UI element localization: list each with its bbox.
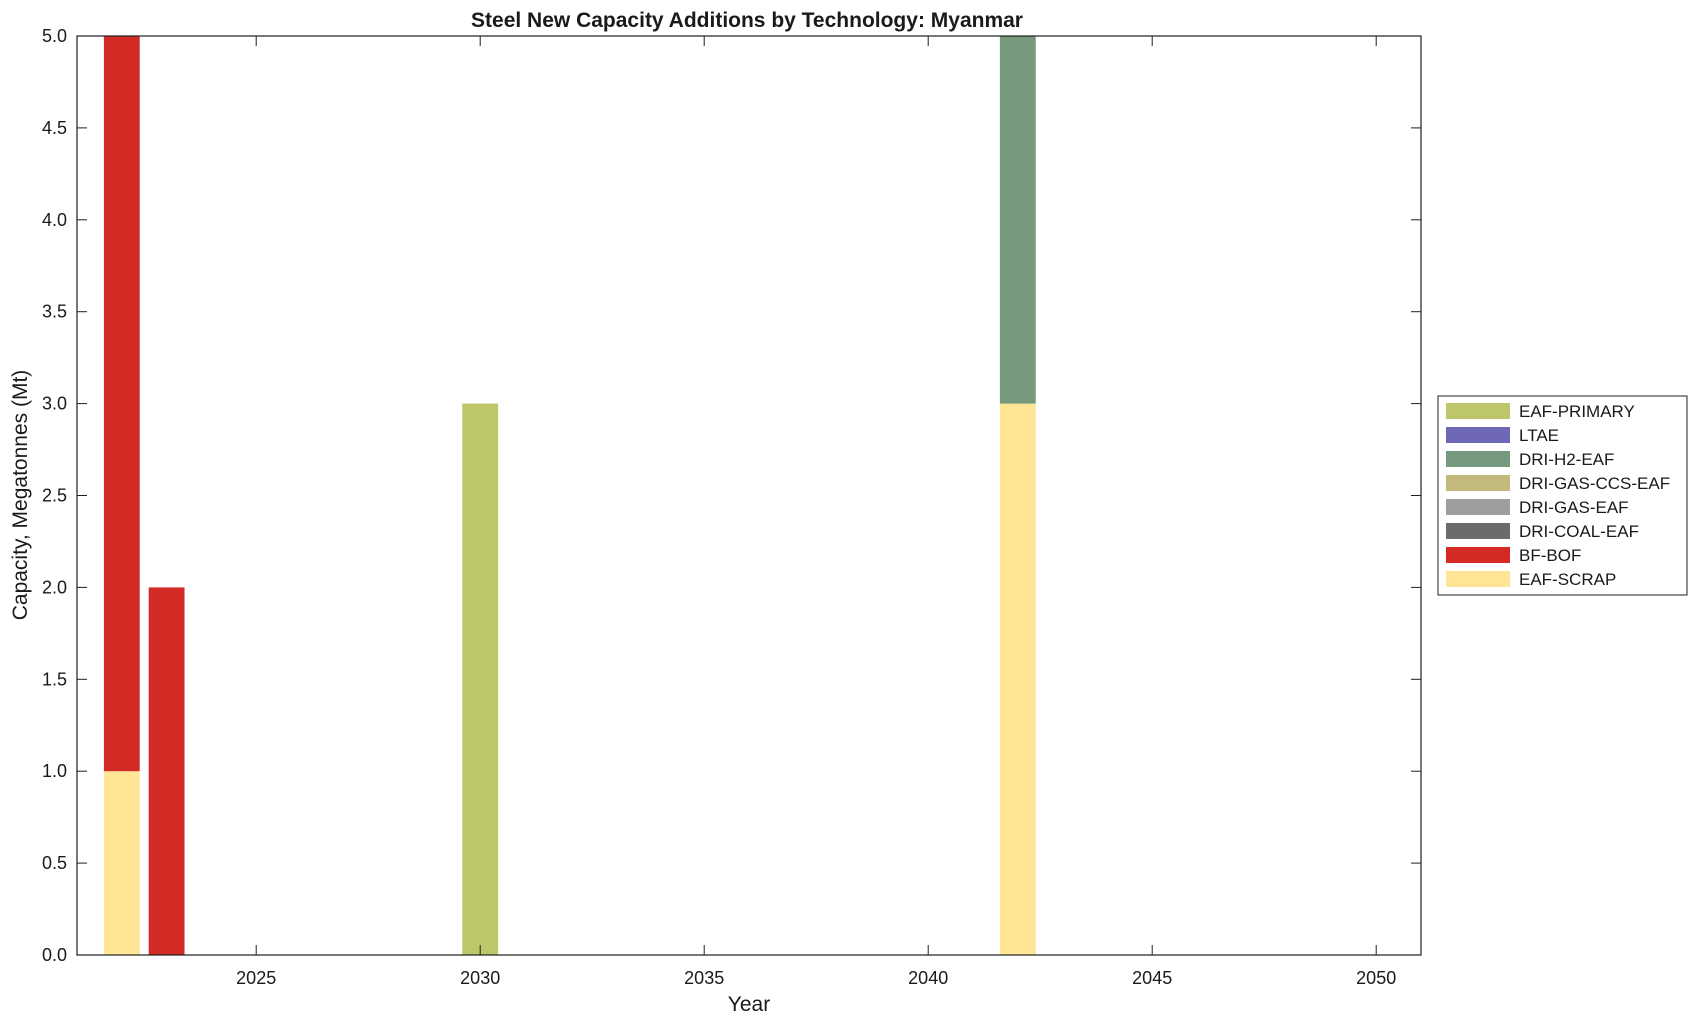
legend-swatch-eaf-primary: [1446, 403, 1510, 419]
legend-swatch-ltae: [1446, 427, 1510, 443]
legend-swatch-dri-gas-ccs-eaf: [1446, 475, 1510, 491]
x-tick-label-2035: 2035: [684, 968, 724, 988]
y-tick-label-1: 0.5: [42, 853, 67, 873]
y-axis-label: Capacity, Megatonnes (Mt): [9, 370, 32, 621]
chart-title: Steel New Capacity Additions by Technolo…: [471, 9, 1023, 32]
legend-label-eaf-scrap: EAF-SCRAP: [1519, 570, 1616, 589]
bar-segment-eaf-scrap-2022: [103, 771, 140, 955]
y-tick-label-2: 1.0: [42, 761, 67, 781]
legend-items: EAF-PRIMARY LTAE DRI-H2-EAF DRI-GAS-CCS-EAF…: [1446, 402, 1670, 589]
bar-segment-eaf-primary-2030: [462, 403, 499, 956]
y-tick-label-0: 0.0: [42, 945, 67, 965]
plot-area-frame: [76, 35, 1422, 956]
legend-swatch-bf-bof: [1446, 547, 1510, 563]
legend-swatch-dri-h2-eaf: [1446, 451, 1510, 467]
bar-segment-dri-h2-eaf-2042: [999, 36, 1036, 404]
x-tick-label-2050: 2050: [1356, 968, 1396, 988]
legend-box: [1437, 395, 1688, 596]
y-tick-label-7: 3.5: [42, 302, 67, 322]
legend-label-ltae: LTAE: [1519, 426, 1559, 445]
legend-label-dri-coal-eaf: DRI-COAL-EAF: [1519, 522, 1639, 541]
x-tick-label-2025: 2025: [236, 968, 276, 988]
y-tick-label-5: 2.5: [42, 486, 67, 506]
x-tick-label-2040: 2040: [908, 968, 948, 988]
legend: EAF-PRIMARY LTAE DRI-H2-EAF DRI-GAS-CCS-EAF…: [1437, 395, 1688, 596]
y-tick-labels: 0.0 0.5 1.0 1.5 2.0 2.5 3.0 3.5 4.0 4.5 5.0: [42, 26, 67, 965]
x-tick-label-2030: 2030: [460, 968, 500, 988]
legend-label-dri-gas-eaf: DRI-GAS-EAF: [1519, 498, 1629, 517]
y-tick-label-6: 3.0: [42, 394, 67, 414]
bar-segment-eaf-scrap-2042: [999, 403, 1036, 956]
legend-label-bf-bof: BF-BOF: [1519, 546, 1581, 565]
legend-label-eaf-primary: EAF-PRIMARY: [1519, 402, 1635, 421]
y-tick-label-3: 1.5: [42, 669, 67, 689]
y-tick-label-4: 2.0: [42, 577, 67, 597]
bar-segment-bf-bof-2023: [148, 587, 185, 955]
x-tick-label-2045: 2045: [1132, 968, 1172, 988]
x-axis-label: Year: [728, 993, 770, 1016]
legend-swatch-dri-coal-eaf: [1446, 523, 1510, 539]
bars-layer: [103, 36, 1036, 956]
bar-segment-bf-bof-2022: [103, 36, 140, 772]
legend-swatch-dri-gas-eaf: [1446, 499, 1510, 515]
ticks-layer: [77, 35, 1421, 956]
legend-label-dri-h2-eaf: DRI-H2-EAF: [1519, 450, 1614, 469]
y-tick-label-9: 4.5: [42, 118, 67, 138]
legend-swatch-eaf-scrap: [1446, 571, 1510, 587]
y-tick-label-8: 4.0: [42, 210, 67, 230]
x-tick-labels: 2025 2030 2035 2040 2045 2050: [236, 968, 1396, 988]
y-tick-label-10: 5.0: [42, 26, 67, 46]
legend-label-dri-gas-ccs-eaf: DRI-GAS-CCS-EAF: [1519, 474, 1670, 493]
